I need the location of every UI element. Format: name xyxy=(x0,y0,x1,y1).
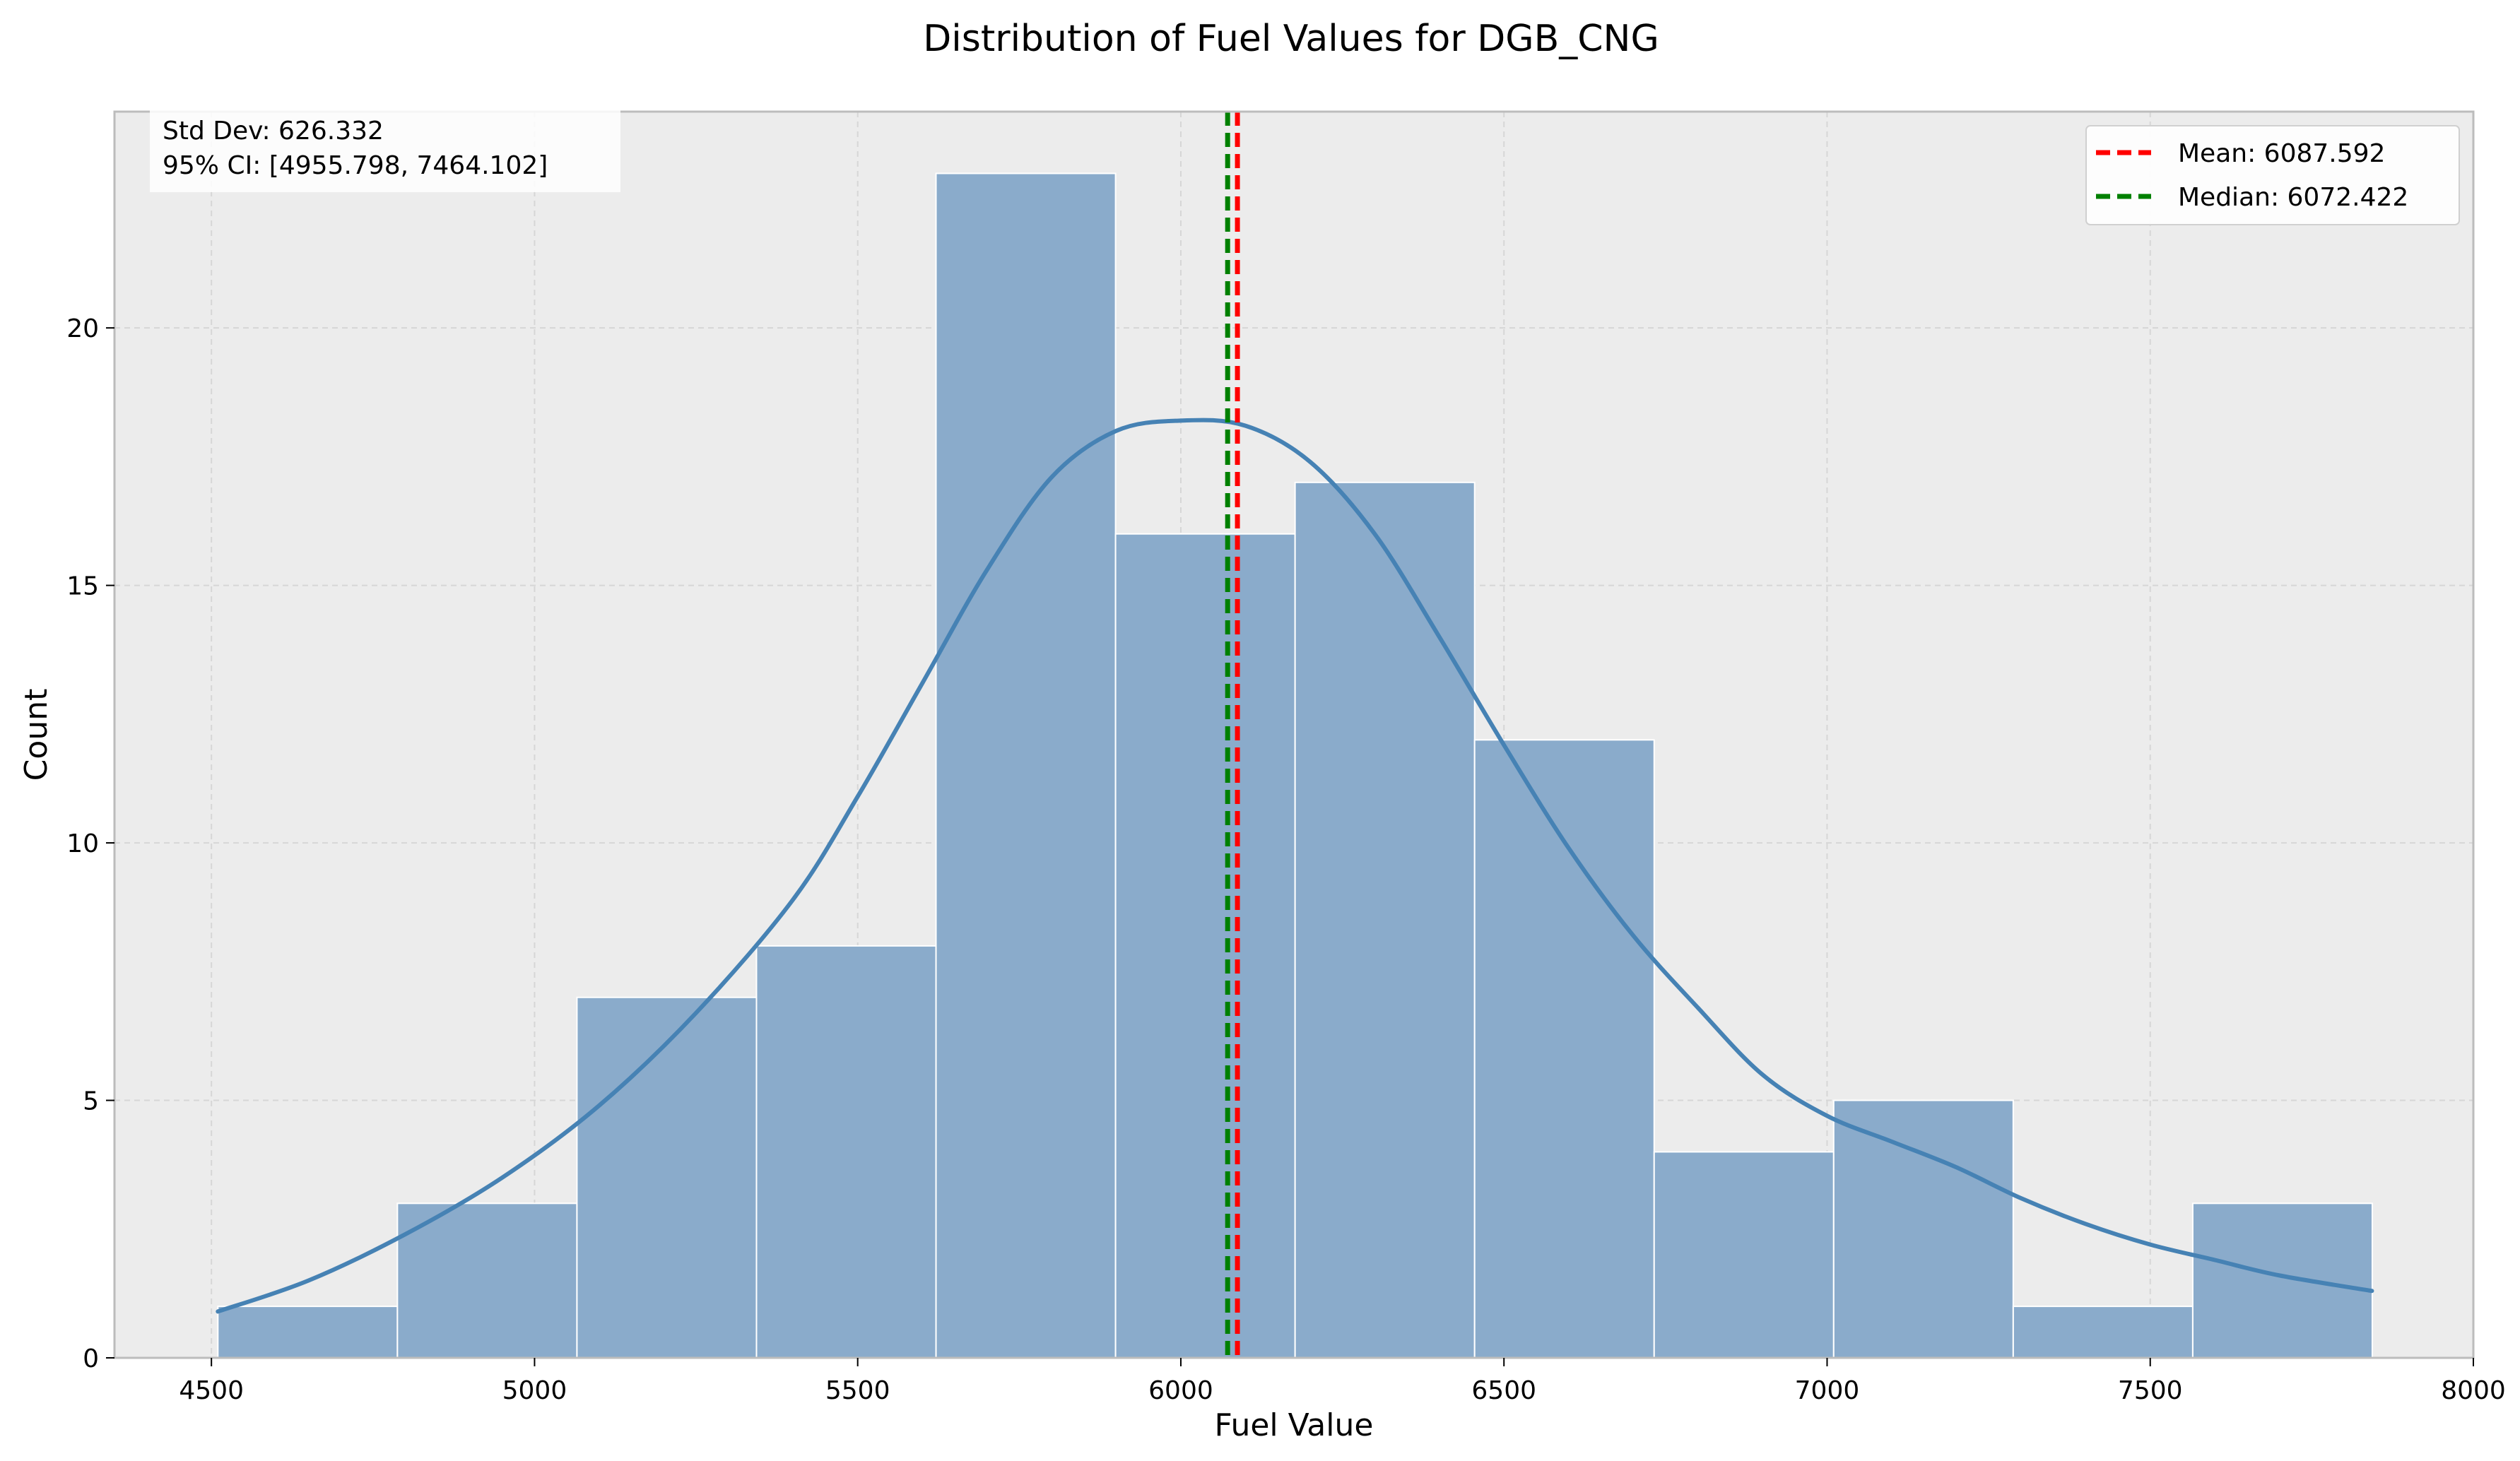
histogram-bar xyxy=(396,1202,578,1359)
x-tick-label: 6000 xyxy=(1148,1376,1213,1405)
x-tick-label: 4500 xyxy=(179,1376,244,1405)
y-tick-label: 15 xyxy=(66,572,99,601)
legend-mean-label: Mean: 6087.592 xyxy=(2178,139,2385,168)
histogram-bar xyxy=(755,945,937,1359)
histogram-bar xyxy=(935,172,1117,1359)
histogram-bar xyxy=(576,996,758,1359)
histogram-bar xyxy=(2012,1306,2194,1359)
kde-curve xyxy=(216,418,2374,1314)
x-tick-label: 7000 xyxy=(1795,1376,1860,1405)
y-tick-label: 5 xyxy=(83,1087,99,1116)
chart-title: Distribution of Fuel Values for DGB_CNG xyxy=(923,18,1659,60)
histogram-bar xyxy=(1114,533,1296,1359)
x-axis-label: Fuel Value xyxy=(1215,1407,1374,1443)
plot-frame xyxy=(113,110,2475,1359)
stats-confidence-interval: 95% CI: [4955.798, 7464.102] xyxy=(163,151,548,180)
y-tick-label: 10 xyxy=(66,829,99,858)
stats-std-dev: Std Dev: 626.332 xyxy=(163,117,384,146)
histogram-bar xyxy=(2191,1202,2373,1359)
y-tick-label: 0 xyxy=(83,1344,99,1373)
histogram-bars xyxy=(217,172,2373,1359)
stats-box: Std Dev: 626.332 95% CI: [4955.798, 7464… xyxy=(150,106,620,192)
x-tick-label: 7500 xyxy=(2118,1376,2183,1405)
x-tick-label: 8000 xyxy=(2441,1376,2506,1405)
histogram-bar xyxy=(1653,1151,1835,1359)
reference-lines xyxy=(1225,112,1240,1358)
y-tick-label: 20 xyxy=(66,314,99,343)
histogram-bar xyxy=(217,1306,399,1359)
y-axis-ticks: 0 5 10 15 20 xyxy=(66,314,114,1373)
histogram-bar xyxy=(1294,481,1476,1359)
x-tick-label: 5500 xyxy=(825,1376,890,1405)
x-axis-ticks: 4500 5000 5500 6000 6500 7000 7500 8000 xyxy=(179,1358,2506,1405)
x-tick-label: 6500 xyxy=(1471,1376,1536,1405)
histogram-bar xyxy=(1832,1099,2014,1359)
y-axis-label: Count xyxy=(18,689,54,781)
x-tick-label: 5000 xyxy=(502,1376,567,1405)
legend-median-label: Median: 6072.422 xyxy=(2178,183,2408,212)
legend: Mean: 6087.592 Median: 6072.422 xyxy=(2085,125,2460,225)
histogram-bar xyxy=(1473,739,1655,1359)
